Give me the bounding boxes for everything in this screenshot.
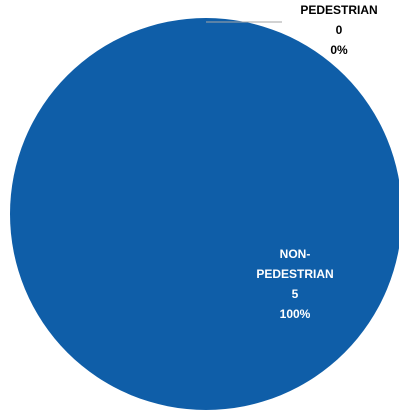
non-pedestrian-category-text-line1: NON- <box>279 247 311 261</box>
non-pedestrian-percent-text: 100% <box>279 307 311 321</box>
pedestrian-percent-text: 0% <box>330 43 348 57</box>
pedestrian-value-text: 0 <box>335 23 343 37</box>
pedestrian-category-text: PEDESTRIAN <box>300 3 378 17</box>
non-pedestrian-value-text: 5 <box>291 287 299 301</box>
non-pedestrian-category-text-line2: PEDESTRIAN <box>256 267 334 281</box>
pedestrian-data-label: PEDESTRIAN 0 0% <box>279 0 399 60</box>
non-pedestrian-slice <box>10 18 399 410</box>
non-pedestrian-data-label: NON- PEDESTRIAN 5 100% <box>230 244 360 324</box>
pie-slices <box>10 18 399 410</box>
